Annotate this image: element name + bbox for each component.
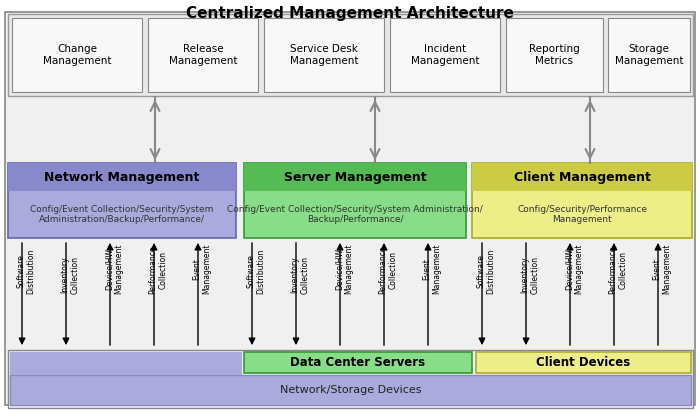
Bar bbox=[264, 18, 384, 92]
Text: Performance
Collection: Performance Collection bbox=[608, 245, 628, 294]
Bar bbox=[148, 18, 258, 92]
Bar bbox=[10, 352, 242, 375]
Bar bbox=[472, 163, 692, 238]
Text: Device/HW
Management: Device/HW Management bbox=[335, 244, 354, 294]
Bar bbox=[8, 14, 693, 96]
Text: Client Management: Client Management bbox=[514, 171, 650, 183]
Text: Software
Distribution: Software Distribution bbox=[16, 249, 36, 294]
Text: Event
Management: Event Management bbox=[193, 244, 211, 294]
Text: Device/HW
Management: Device/HW Management bbox=[104, 244, 124, 294]
Text: Data Center Servers: Data Center Servers bbox=[290, 356, 426, 369]
Text: Storage
Management: Storage Management bbox=[615, 44, 683, 66]
Bar bbox=[608, 18, 690, 92]
Bar bbox=[390, 18, 500, 92]
Text: Inventory
Collection: Inventory Collection bbox=[60, 256, 80, 294]
Text: Event
Management: Event Management bbox=[652, 244, 672, 294]
Bar bbox=[244, 163, 466, 191]
Text: Centralized Management Architecture: Centralized Management Architecture bbox=[186, 6, 514, 21]
Text: Config/Event Collection/Security/System
Administration/Backup/Performance/: Config/Event Collection/Security/System … bbox=[30, 205, 214, 224]
Text: Device/HW
Management: Device/HW Management bbox=[564, 244, 584, 294]
Text: Network/Storage Devices: Network/Storage Devices bbox=[280, 385, 421, 395]
Text: Reporting
Metrics: Reporting Metrics bbox=[529, 44, 580, 66]
Text: Client Devices: Client Devices bbox=[536, 356, 631, 369]
Bar bbox=[12, 18, 142, 92]
Bar bbox=[8, 163, 236, 238]
Text: Release
Management: Release Management bbox=[169, 44, 237, 66]
Bar bbox=[506, 18, 603, 92]
Text: Server Management: Server Management bbox=[284, 171, 426, 183]
Text: Change
Management: Change Management bbox=[43, 44, 111, 66]
Text: Inventory
Collection: Inventory Collection bbox=[520, 256, 540, 294]
Bar bbox=[10, 375, 691, 405]
Bar bbox=[476, 352, 691, 373]
Text: Event
Management: Event Management bbox=[422, 244, 442, 294]
Text: Network Management: Network Management bbox=[44, 171, 199, 183]
Text: Software
Distribution: Software Distribution bbox=[476, 249, 496, 294]
Bar bbox=[244, 163, 466, 238]
Text: Software
Distribution: Software Distribution bbox=[246, 249, 266, 294]
Text: Performance
Collection: Performance Collection bbox=[378, 245, 398, 294]
Bar bbox=[472, 163, 692, 191]
Text: Incident
Management: Incident Management bbox=[411, 44, 480, 66]
Text: Config/Event Collection/Security/System Administration/
Backup/Performance/: Config/Event Collection/Security/System … bbox=[227, 205, 483, 224]
Text: Inventory
Collection: Inventory Collection bbox=[290, 256, 309, 294]
Text: Performance
Collection: Performance Collection bbox=[148, 245, 168, 294]
Text: Service Desk
Management: Service Desk Management bbox=[290, 44, 358, 66]
Bar bbox=[244, 352, 472, 373]
Bar bbox=[8, 350, 693, 408]
Bar bbox=[8, 163, 236, 191]
Text: Config/Security/Performance
Management: Config/Security/Performance Management bbox=[517, 205, 647, 224]
